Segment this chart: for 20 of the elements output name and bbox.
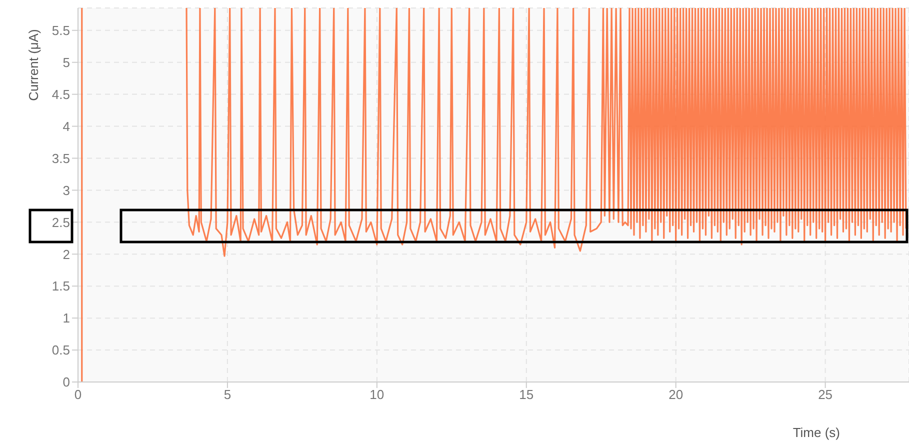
y-tick-label: 5.5 [52, 22, 70, 38]
y-tick-label: 2 [62, 246, 70, 262]
x-tick-label: 10 [370, 387, 384, 402]
y-tick-label: 1 [62, 310, 70, 326]
x-tick-label: 25 [818, 387, 833, 402]
y-tick-label: 0 [62, 374, 70, 390]
x-tick-label: 20 [668, 387, 684, 402]
y-axis-title: Current (μA) [26, 29, 42, 101]
x-tick-label: 5 [224, 387, 232, 402]
y-tick-label: 3 [62, 182, 70, 198]
y-tick-label: 4 [62, 118, 70, 134]
y-tick-label: 3.5 [52, 150, 70, 166]
x-tick-label: 15 [519, 387, 534, 402]
y-tick-label: 0.5 [52, 342, 70, 358]
y-tick-label: 1.5 [52, 278, 70, 294]
x-axis-title: Time (s) [792, 425, 840, 440]
y-tick-label: 5 [62, 54, 70, 70]
y-tick-label: 2.5 [52, 214, 70, 230]
x-tick-label: 0 [74, 387, 82, 402]
y-tick-label: 4.5 [52, 86, 70, 102]
